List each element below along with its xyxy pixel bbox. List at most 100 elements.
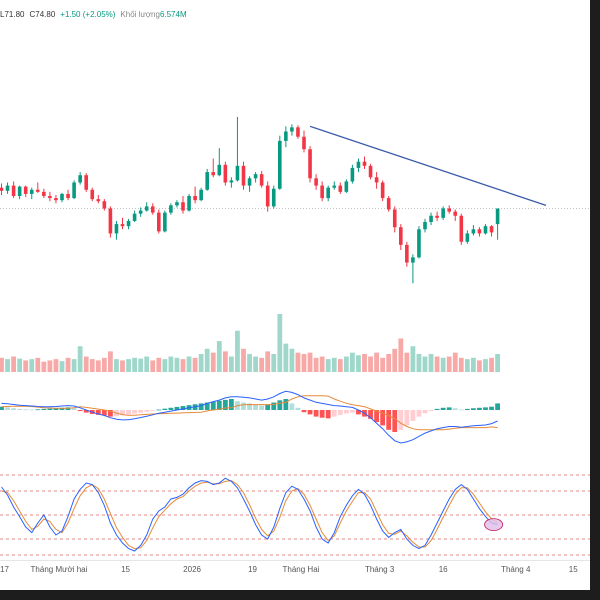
volume-bar <box>283 343 289 372</box>
macd-histogram-bar <box>452 408 458 410</box>
volume-bar <box>29 359 35 372</box>
macd-histogram-bar <box>5 407 10 410</box>
volume-bar <box>198 353 204 372</box>
volume-pane <box>0 314 500 372</box>
volume-bar <box>83 356 89 372</box>
macd-histogram-bar <box>265 404 271 410</box>
candle-body <box>284 131 288 141</box>
change-value: +1.50 (+2.05%) <box>60 10 116 19</box>
candle-body <box>411 257 415 263</box>
volume-bar <box>458 357 464 372</box>
candle-body <box>435 215 439 218</box>
volume-bar <box>428 353 434 372</box>
candle-body <box>144 206 149 211</box>
macd-histogram-bar <box>440 407 446 410</box>
volume-bar <box>386 353 392 372</box>
macd-histogram-bar <box>277 400 283 410</box>
volume-bar <box>41 361 47 372</box>
macd-histogram-bar <box>307 410 313 415</box>
candle-body <box>114 224 119 234</box>
macd-histogram-bar <box>11 408 16 410</box>
candle-body <box>247 178 252 186</box>
volume-bar <box>17 358 23 372</box>
macd-histogram-bar <box>337 410 343 415</box>
candle-body <box>90 189 95 200</box>
macd-histogram-bar <box>17 408 23 410</box>
volume-label: Khối lượng <box>120 10 160 19</box>
candle-body <box>344 181 349 192</box>
volume-bar <box>144 356 150 372</box>
candle-body <box>181 202 185 211</box>
macd-histogram-bar <box>144 410 150 412</box>
candle-body <box>0 187 4 191</box>
volume-bar <box>108 351 113 372</box>
candle-body <box>108 208 113 234</box>
macd-histogram-bar <box>313 410 319 417</box>
candle-body <box>193 196 197 201</box>
candle-body <box>308 149 312 179</box>
macd-histogram-bar <box>204 402 210 410</box>
macd-histogram-bar <box>301 410 307 413</box>
low-value: L71.80 <box>0 10 25 19</box>
volume-bar <box>150 360 156 372</box>
time-axis-tick: Tháng 4 <box>501 565 531 574</box>
volume-bar <box>404 352 410 372</box>
candle-body <box>72 182 76 199</box>
volume-bar <box>186 356 192 372</box>
macd-histogram-bar <box>416 410 422 417</box>
highlight-marker <box>484 518 504 531</box>
macd-histogram-bar <box>295 407 301 410</box>
macd-histogram-bar <box>259 405 265 410</box>
volume-bar <box>271 353 277 372</box>
macd-histogram-bar <box>53 408 59 410</box>
candle-body <box>374 177 379 183</box>
candle-body <box>265 185 270 207</box>
time-axis-tick: 15 <box>568 565 578 574</box>
candle-body <box>150 206 155 213</box>
volume-bar <box>319 356 325 372</box>
volume-bar <box>368 356 373 372</box>
volume-bar <box>380 357 386 372</box>
candle-body <box>386 198 391 210</box>
volume-bar <box>301 353 307 372</box>
time-axis-tick: 16 <box>438 565 448 574</box>
candle-body <box>5 185 10 191</box>
macd-histogram-bar <box>471 408 476 410</box>
volume-bar <box>114 359 119 372</box>
macd-histogram-bar <box>156 409 162 411</box>
chart-canvas[interactable] <box>0 0 590 560</box>
volume-bar <box>59 361 65 372</box>
volume-bar <box>89 359 95 372</box>
volume-bar <box>477 360 482 372</box>
candle-body <box>356 161 361 168</box>
volume-bar <box>313 357 319 372</box>
macd-histogram-bar <box>374 410 379 423</box>
candle-body <box>102 201 107 209</box>
macd-histogram-bar <box>120 410 125 416</box>
candle-body <box>42 191 46 196</box>
volume-bar <box>77 346 83 372</box>
time-axis[interactable]: 17 Tháng Mười hai 15 2026 19 Tháng Hai Tháng 3… <box>0 560 590 581</box>
volume-bar <box>65 357 71 372</box>
volume-bar <box>446 356 452 372</box>
macd-histogram-bar <box>350 410 355 413</box>
volume-bar <box>247 353 252 372</box>
volume-bar <box>471 357 476 372</box>
candle-body <box>429 215 433 222</box>
candle-body <box>459 215 464 242</box>
volume-bar <box>132 357 137 372</box>
volume-bar <box>464 359 470 372</box>
candle-body <box>36 189 40 192</box>
macd-histogram-bar <box>35 409 41 411</box>
candle-body <box>453 211 458 216</box>
macd-signal-line <box>1 395 498 431</box>
volume-bar <box>422 356 428 372</box>
macd-histogram-bar <box>29 409 35 411</box>
candle-body <box>314 178 318 186</box>
volume-bar <box>337 359 343 372</box>
macd-histogram-bar <box>132 410 137 414</box>
macd-histogram-bar <box>495 403 500 410</box>
volume-bar <box>229 356 234 372</box>
candle-body <box>326 187 330 199</box>
volume-bar <box>11 356 16 372</box>
